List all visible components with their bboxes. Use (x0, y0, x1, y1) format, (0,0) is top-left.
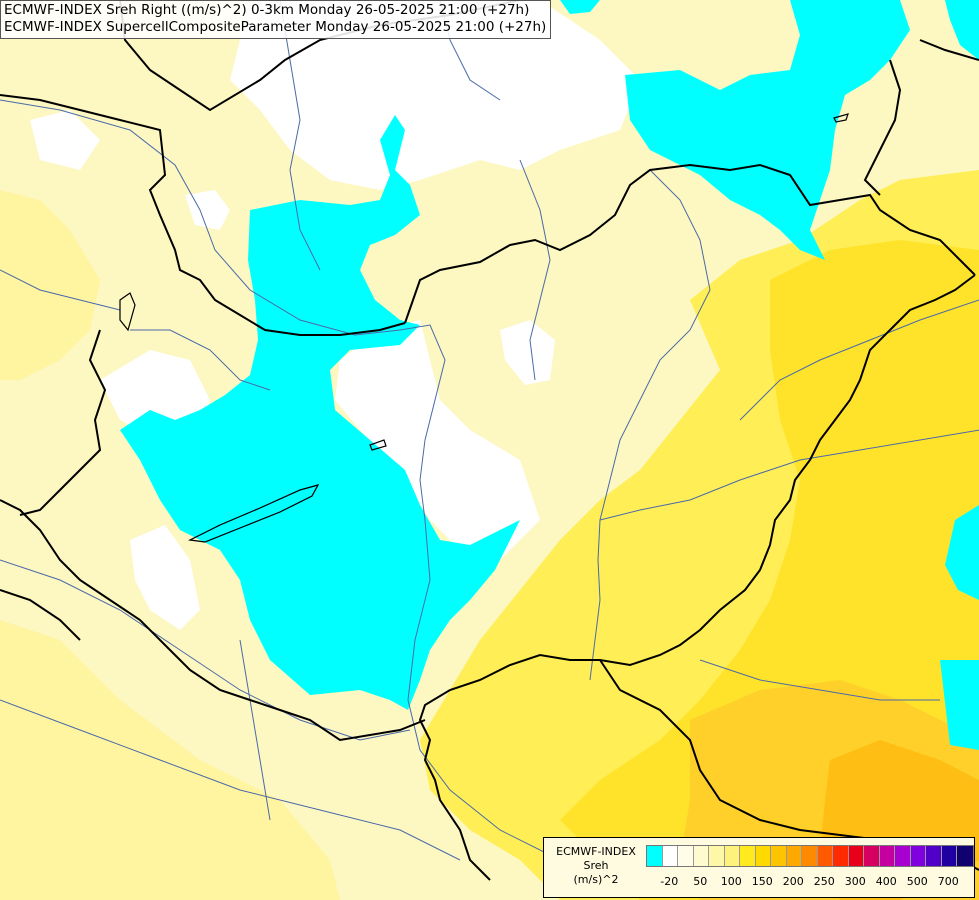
border-hungary-croatia (0, 499, 426, 742)
border-slovakia-hungary (404, 163, 976, 324)
river-south1 (239, 639, 271, 821)
river-west (0, 269, 121, 311)
field-light-yellow-southwest (0, 620, 340, 900)
legend-swatch (802, 846, 818, 866)
legend-title-line1: ECMWF-INDEX (556, 845, 636, 858)
legend-ticks: -20 50 100 150 200 250 300 400 500 700 (646, 875, 971, 889)
legend-swatch (817, 846, 833, 866)
borders (0, 0, 979, 881)
lakes (119, 113, 849, 543)
legend-swatch (678, 846, 694, 866)
lake-balaton (187, 484, 320, 543)
legend-swatch (848, 846, 864, 866)
legend-swatch (724, 846, 740, 866)
legend-tick-label: 50 (693, 875, 708, 888)
legend-label: ECMWF-INDEX Sreh (m/s)^2 (548, 845, 644, 887)
lake-small-east (833, 113, 849, 123)
river-south2 (699, 659, 940, 701)
legend-tick-label: 300 (844, 875, 866, 888)
field-cyan-northeast (625, 0, 910, 260)
river-somes (739, 299, 979, 421)
legend-swatch (709, 846, 725, 866)
river-drava (0, 559, 411, 741)
legend: ECMWF-INDEX Sreh (m/s)^2 -20 50 100 150 200 2… (543, 837, 975, 898)
legend-tick-label: 150 (751, 875, 773, 888)
legend-swatch (740, 846, 756, 866)
legend-tick-label: 250 (813, 875, 835, 888)
legend-tick-label: 700 (937, 875, 959, 888)
river-mures (599, 429, 979, 521)
legend-swatch (941, 846, 957, 866)
legend-tick-label: 100 (720, 875, 742, 888)
legend-swatch (771, 846, 787, 866)
legend-swatch (647, 846, 663, 866)
legend-tick-label: 200 (782, 875, 804, 888)
field-cyan-top-right (945, 0, 979, 60)
river-north1 (279, 0, 321, 271)
legend-swatch (910, 846, 926, 866)
field-white-northwest (30, 110, 100, 170)
field-cyan-east2 (940, 660, 979, 750)
field-white-southwest (130, 525, 200, 630)
border-austria-hungary (19, 329, 107, 516)
river-raba (130, 329, 271, 391)
river-sava (0, 699, 461, 861)
legend-title-line3: (m/s)^2 (573, 873, 619, 886)
field-cyan-top (560, 0, 600, 14)
map-title-line2: ECMWF-INDEX SupercellCompositeParameter … (4, 19, 547, 35)
legend-swatch (864, 846, 880, 866)
border-ukraine-romania (919, 39, 979, 61)
legend-swatches (646, 845, 974, 867)
field-white-north2 (500, 320, 555, 385)
lake-velence (369, 439, 387, 451)
river-north2 (519, 159, 551, 381)
map-title-box: ECMWF-INDEX Sreh Right ((m/s)^2) 0-3km M… (0, 0, 552, 39)
field-white-nw2 (185, 190, 230, 230)
border-austria-czech (0, 94, 406, 336)
border-hungary-romania (418, 274, 976, 881)
legend-swatch (693, 846, 709, 866)
river-tisza (589, 169, 711, 681)
legend-swatch (926, 846, 942, 866)
field-light-yellow-west (0, 190, 100, 380)
border-poland-ukraine (863, 59, 902, 196)
legend-swatch (662, 846, 678, 866)
legend-swatch (879, 846, 895, 866)
map-title-line1: ECMWF-INDEX Sreh Right ((m/s)^2) 0-3km M… (4, 2, 530, 18)
legend-swatch (957, 846, 973, 866)
legend-swatch (786, 846, 802, 866)
legend-swatch (755, 846, 771, 866)
border-croatia-slovenia (0, 589, 81, 641)
legend-title-line2: Sreh (583, 859, 609, 872)
field-white-center (335, 320, 540, 560)
legend-swatch (833, 846, 849, 866)
legend-tick-label: 400 (875, 875, 897, 888)
lake-neusiedl (119, 292, 136, 332)
legend-tick-label: -20 (660, 875, 679, 888)
field-white-north (230, 0, 640, 190)
field-cyan-central (120, 115, 520, 710)
legend-swatch (895, 846, 911, 866)
legend-tick-label: 500 (906, 875, 928, 888)
field-cyan-east (945, 505, 979, 600)
